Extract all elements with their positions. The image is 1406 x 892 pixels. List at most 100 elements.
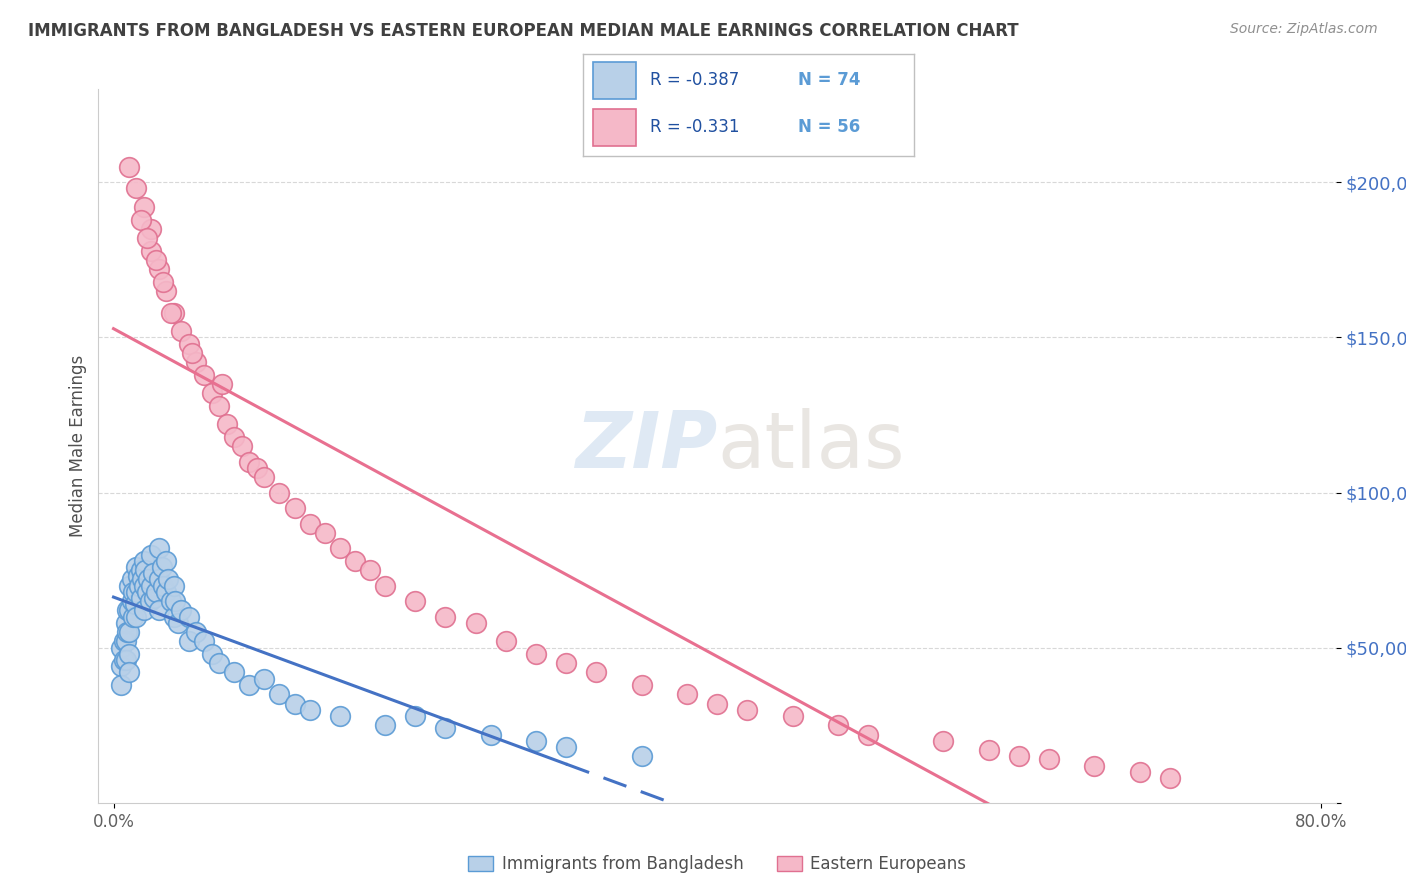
Point [152, 579, 174, 593]
Point [136, 573, 159, 587]
Point [585, 665, 607, 680]
Point [156, 573, 179, 587]
Point [735, 703, 758, 717]
Point [138, 594, 160, 608]
Point [181, 346, 204, 360]
Point [676, 687, 699, 701]
Point [110, 640, 132, 655]
Point [148, 541, 170, 556]
Point [121, 573, 143, 587]
Point [114, 634, 136, 648]
Point [132, 200, 155, 214]
Point [141, 244, 163, 258]
Point [630, 678, 652, 692]
Point [374, 579, 396, 593]
Point [155, 284, 177, 298]
Point [555, 656, 578, 670]
Point [142, 566, 165, 581]
Point [524, 733, 547, 747]
Point [148, 603, 170, 617]
Text: N = 56: N = 56 [799, 119, 860, 136]
Point [122, 584, 145, 599]
Point [827, 718, 849, 732]
Point [359, 563, 381, 577]
Point [224, 430, 246, 444]
Point [170, 603, 193, 617]
Point [125, 181, 148, 195]
Point [524, 647, 547, 661]
Point [782, 709, 804, 723]
Point [141, 222, 163, 236]
Point [186, 355, 208, 369]
Point [117, 625, 139, 640]
Point [1038, 752, 1060, 766]
Point [238, 454, 260, 468]
Point [150, 560, 173, 574]
Point [160, 305, 183, 319]
Point [1128, 764, 1150, 779]
Point [125, 584, 148, 599]
Point [177, 634, 200, 648]
Point [238, 678, 260, 692]
Point [314, 525, 336, 540]
Point [298, 703, 321, 717]
Point [329, 709, 352, 723]
Point [114, 653, 136, 667]
Point [128, 579, 150, 593]
Text: R = -0.387: R = -0.387 [650, 71, 738, 89]
Point [464, 615, 486, 630]
Point [193, 634, 215, 648]
Point [434, 609, 457, 624]
Point [208, 399, 231, 413]
Y-axis label: Median Male Earnings: Median Male Earnings [69, 355, 87, 537]
Point [122, 609, 145, 624]
Point [343, 554, 366, 568]
Text: atlas: atlas [717, 408, 904, 484]
Point [148, 573, 170, 587]
Point [246, 460, 269, 475]
Point [329, 541, 352, 556]
Point [298, 516, 321, 531]
Point [129, 212, 152, 227]
Point [193, 368, 215, 382]
Point [127, 569, 149, 583]
Point [112, 634, 135, 648]
Point [117, 160, 139, 174]
Point [145, 252, 167, 267]
Point [1008, 749, 1031, 764]
Point [434, 722, 457, 736]
Point [253, 672, 276, 686]
Point [145, 584, 167, 599]
Point [200, 386, 222, 401]
Point [170, 324, 193, 338]
Point [152, 275, 174, 289]
Point [932, 733, 955, 747]
Point [132, 579, 155, 593]
Point [117, 579, 139, 593]
Text: R = -0.331: R = -0.331 [650, 119, 740, 136]
Point [163, 609, 186, 624]
Point [110, 659, 132, 673]
Point [269, 485, 291, 500]
Point [121, 594, 143, 608]
Point [132, 603, 155, 617]
Text: N = 74: N = 74 [799, 71, 860, 89]
Legend: Immigrants from Bangladesh, Eastern Europeans: Immigrants from Bangladesh, Eastern Euro… [461, 849, 973, 880]
Point [131, 573, 153, 587]
Point [129, 563, 152, 577]
Point [374, 718, 396, 732]
Point [186, 625, 208, 640]
Point [495, 634, 517, 648]
Point [134, 563, 156, 577]
Point [117, 603, 139, 617]
Point [148, 262, 170, 277]
Point [112, 653, 135, 667]
Point [141, 548, 163, 562]
Point [208, 656, 231, 670]
Point [200, 647, 222, 661]
Point [132, 554, 155, 568]
Point [253, 470, 276, 484]
Point [124, 597, 146, 611]
Point [155, 554, 177, 568]
Point [404, 709, 426, 723]
